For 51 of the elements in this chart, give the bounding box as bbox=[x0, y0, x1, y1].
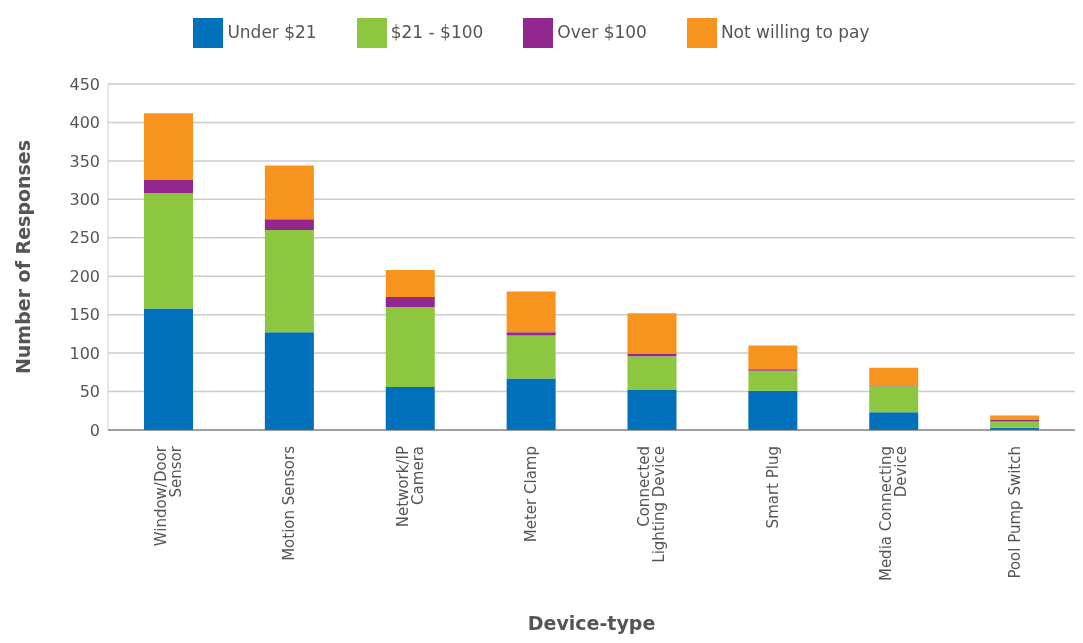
x-tick-label: Smart Plug bbox=[763, 446, 782, 529]
x-tick-label: Media Connecting Device bbox=[877, 446, 911, 582]
bar bbox=[506, 335, 556, 379]
bar bbox=[385, 296, 435, 307]
y-tick-label: 400 bbox=[69, 113, 100, 133]
bar bbox=[506, 332, 556, 336]
y-axis-title: Number of Responses bbox=[11, 139, 34, 375]
bar bbox=[990, 415, 1040, 420]
y-tick-label: 0 bbox=[89, 420, 100, 440]
x-tick-label: Pool Pump Switch bbox=[1005, 446, 1024, 579]
bar bbox=[869, 367, 919, 386]
x-axis-title: Device-type bbox=[527, 612, 656, 634]
bar bbox=[990, 421, 1040, 428]
bar bbox=[264, 219, 314, 231]
x-tick-label: Motion Sensors bbox=[280, 445, 299, 561]
bar bbox=[748, 345, 798, 370]
bar bbox=[506, 378, 556, 430]
bar bbox=[144, 180, 193, 194]
bar bbox=[264, 165, 314, 220]
bar bbox=[869, 412, 919, 430]
y-tick-label: 100 bbox=[69, 343, 100, 363]
bar bbox=[385, 270, 435, 297]
bar bbox=[506, 291, 556, 333]
y-tick-label: 350 bbox=[69, 151, 100, 171]
x-tick-label: Network/IP Camera bbox=[393, 446, 427, 528]
y-tick-label: 300 bbox=[69, 190, 100, 210]
y-tick-label: 150 bbox=[69, 305, 100, 325]
bar bbox=[748, 370, 798, 391]
bar bbox=[748, 390, 798, 430]
bar bbox=[264, 332, 314, 430]
legend-label: $21 - $100 bbox=[390, 22, 484, 42]
bar bbox=[627, 313, 677, 354]
y-tick-label: 450 bbox=[69, 74, 100, 94]
bar bbox=[264, 230, 314, 333]
x-tick-label: Connected Lighting Device bbox=[635, 446, 669, 563]
x-tick-label: Window/Door Sensor bbox=[151, 445, 185, 547]
bar bbox=[869, 386, 919, 413]
bar bbox=[627, 356, 677, 391]
y-tick-label: 250 bbox=[69, 228, 100, 248]
bar bbox=[144, 113, 193, 181]
y-tick-label: 50 bbox=[79, 382, 100, 402]
bar bbox=[144, 308, 193, 430]
legend-label: Under $21 bbox=[227, 22, 317, 42]
legend-label: Not willing to pay bbox=[720, 22, 870, 42]
legend-label: Over $100 bbox=[557, 22, 647, 42]
y-tick-label: 200 bbox=[69, 266, 100, 286]
bar bbox=[385, 386, 435, 430]
bar bbox=[385, 306, 435, 387]
bar bbox=[627, 390, 677, 430]
bar bbox=[144, 193, 193, 309]
x-tick-label: Meter Clamp bbox=[522, 446, 541, 543]
